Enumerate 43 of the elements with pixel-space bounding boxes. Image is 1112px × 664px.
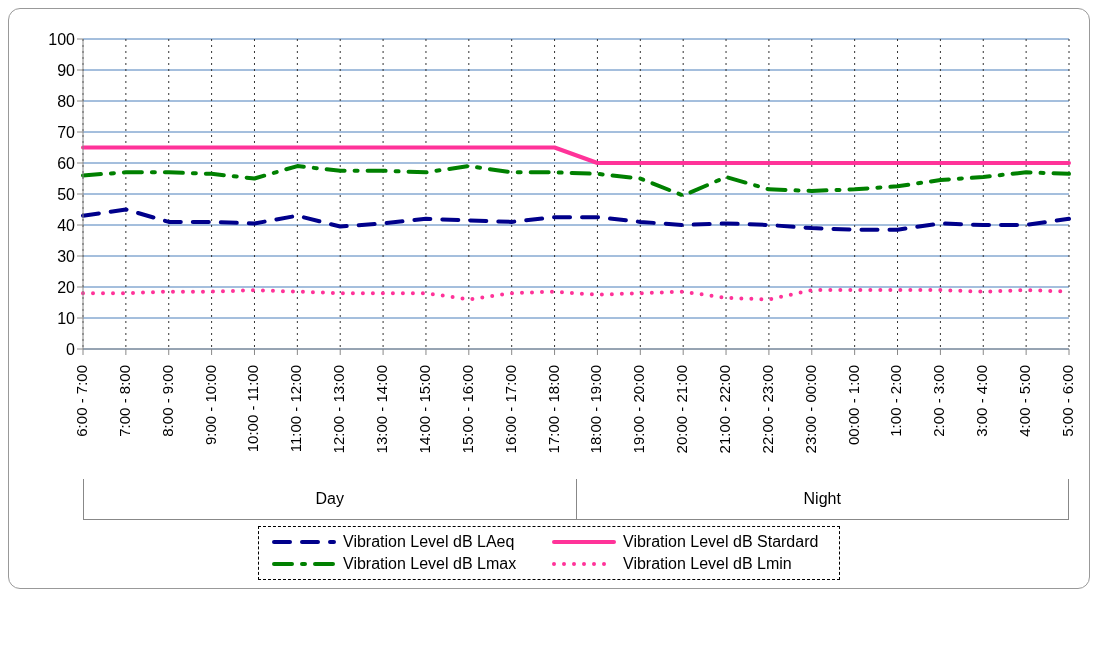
y-tick-label: 90 — [57, 61, 76, 79]
legend-label: Vibration Level dB Lmin — [623, 555, 792, 573]
x-tick-label: 16:00 - 17:00 — [501, 365, 519, 454]
y-tick-label: 50 — [57, 185, 76, 203]
y-tick-label: 70 — [57, 123, 76, 141]
text: Day — [83, 479, 576, 519]
x-tick-label: 13:00 - 14:00 — [373, 365, 391, 454]
text: Night — [575, 479, 1069, 519]
y-tick-label: 10 — [57, 309, 76, 327]
x-tick-label: 4:00 - 5:00 — [1016, 365, 1034, 437]
legend-label: Vibration Level dB Lmax — [343, 555, 517, 573]
y-tick-label: 60 — [57, 154, 76, 172]
line-series — [81, 164, 1071, 198]
x-tick-label: 11:00 - 12:00 — [287, 365, 305, 453]
y-tick-label: 80 — [57, 92, 76, 110]
x-tick-label: 22:00 - 23:00 — [758, 365, 776, 454]
x-tick-label: 19:00 - 20:00 — [630, 365, 648, 454]
x-tick-label: 21:00 - 22:00 — [716, 365, 734, 454]
legend-label: Vibration Level dB Stardard — [623, 533, 819, 551]
x-tick-label: 12:00 - 13:00 — [330, 365, 348, 454]
y-tick-label: 30 — [57, 247, 76, 265]
x-tick-label: 14:00 - 15:00 — [415, 365, 433, 454]
line-series — [81, 207, 1071, 232]
x-tick-label: 7:00 - 8:00 — [115, 365, 133, 437]
x-tick-label: 23:00 - 00:00 — [801, 365, 819, 454]
x-tick-label: 5:00 - 6:00 — [1058, 365, 1076, 437]
x-tick-label: 1:00 - 2:00 — [887, 365, 905, 437]
y-tick-label: 100 — [48, 30, 76, 48]
y-tick-label: 40 — [57, 216, 76, 234]
x-tick-label: 3:00 - 4:00 — [973, 365, 991, 437]
x-tick-label: 18:00 - 19:00 — [587, 365, 605, 454]
x-tick-label: 20:00 - 21:00 — [673, 365, 691, 454]
y-tick-label: 20 — [57, 278, 76, 296]
x-tick-label: 17:00 - 18:00 — [544, 365, 562, 454]
x-tick-label: 15:00 - 16:00 — [458, 365, 476, 454]
y-tick-label: 0 — [66, 340, 76, 358]
legend-label: Vibration Level dB LAeq — [343, 533, 515, 551]
x-tick-label: 6:00 - 7:00 — [72, 365, 90, 437]
x-tick-label: 9:00 - 10:00 — [201, 365, 219, 446]
x-tick-label: 8:00 - 9:00 — [158, 365, 176, 437]
x-tick-label: 2:00 - 3:00 — [930, 365, 948, 437]
x-tick-label: 10:00 - 11:00 — [244, 365, 262, 453]
x-tick-label: 00:00 - 1:00 — [844, 365, 862, 446]
